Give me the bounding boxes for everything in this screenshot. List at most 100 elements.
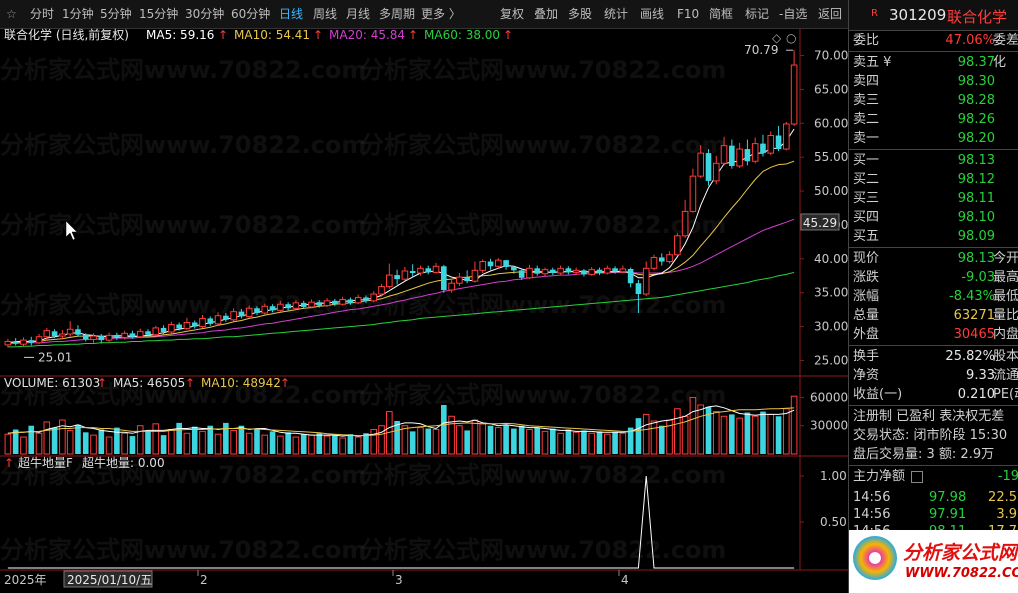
price-tick-label: 65.00 <box>814 82 848 96</box>
candle-body <box>168 324 175 333</box>
volume-bar <box>4 433 12 455</box>
tool-button-0[interactable]: 复权 <box>500 7 525 21</box>
candle-body <box>511 266 517 271</box>
candle-body <box>471 269 479 282</box>
period-tab-7[interactable]: 周线 <box>313 7 338 21</box>
watermark-layer: 分析家公式网www.70822.com 分析家公式网www.70822.com 分析… <box>0 56 726 564</box>
up-arrow-icon: ↑ <box>218 28 228 42</box>
quote-label: 涨跌 <box>853 270 880 285</box>
candle-body <box>308 301 315 308</box>
quote-label: 涨幅 <box>853 289 880 304</box>
volume-bar <box>261 434 269 455</box>
period-tab-0[interactable]: 分时 <box>30 7 55 21</box>
volume-bar <box>736 417 743 455</box>
volume-bar <box>230 429 237 455</box>
volume-bar <box>332 435 338 454</box>
candle-body <box>292 302 300 309</box>
tool-button-6[interactable]: 简框 <box>709 7 734 21</box>
volume-bar <box>308 434 315 455</box>
watermark-text: 分析家公式网www.70822.com <box>0 536 366 564</box>
candle-body <box>565 268 572 273</box>
tool-button-8[interactable]: -自选 <box>779 7 808 21</box>
tool-button-3[interactable]: 统计 <box>604 7 629 21</box>
watermark-text: 分析家公式网www.70822.com <box>360 381 726 409</box>
candle-body <box>300 302 307 307</box>
tool-button-2[interactable]: 多股 <box>568 7 593 21</box>
volume-legend-0: VOLUME: 61303 <box>4 376 100 390</box>
volume-legend-2: MA10: 48942 <box>201 376 281 390</box>
period-tab-1[interactable]: 1分钟 <box>62 7 94 21</box>
flow-label: 主力净额 <box>853 469 906 484</box>
volume-bar <box>627 427 634 454</box>
volume-bar <box>635 418 642 454</box>
candle-body <box>581 270 587 275</box>
candle-body <box>596 269 603 274</box>
volume-bar <box>441 404 447 454</box>
volume-bar <box>596 431 603 454</box>
volume-bar <box>790 395 798 455</box>
period-tab-3[interactable]: 15分钟 <box>139 7 179 21</box>
candle-body <box>82 334 89 340</box>
info-line-1: 交易状态: 闭市阶段 15:30 <box>849 426 1018 445</box>
candle-body <box>712 162 720 182</box>
period-tab-8[interactable]: 月线 <box>346 7 371 21</box>
volume-bar <box>207 425 214 454</box>
info-text: 盘后交易量: 3 额: 2.9万 <box>853 447 995 462</box>
month-label-2: 4 <box>621 573 629 587</box>
volume-bar <box>760 411 766 454</box>
candle-body <box>503 260 509 267</box>
tick-row-1: 14:56 97.91 3.9 <box>849 505 1018 524</box>
tool-button-4[interactable]: 画线 <box>640 7 665 21</box>
quote-label-2: 委差 <box>993 33 1018 48</box>
kline-chart[interactable]: 分析家公式网www.70822.com 分析家公式网www.70822.com 分析… <box>0 28 848 593</box>
tick-time: 14:56 <box>853 507 891 522</box>
ma-legend-0: MA5: 59.16 <box>146 28 214 42</box>
period-tab-5[interactable]: 60分钟 <box>231 7 271 21</box>
volume-bar <box>82 432 89 454</box>
quote-row-2: 涨幅 -8.43% 最低 <box>849 287 1018 306</box>
volume-bar <box>20 436 27 455</box>
candle-body <box>160 327 167 332</box>
tool-button-5[interactable]: F10 <box>677 7 700 21</box>
candle-body <box>612 268 618 272</box>
volume-bar <box>549 428 556 454</box>
volume-bar <box>534 427 541 454</box>
watermark-text: 分析家公式网www.70822.com <box>0 131 366 159</box>
period-tab-10[interactable]: 更多 〉 <box>421 7 461 21</box>
volume-bar <box>720 415 728 455</box>
candle-body <box>386 274 393 288</box>
period-tab-4[interactable]: 30分钟 <box>185 7 225 21</box>
candle-body <box>658 257 665 262</box>
period-tab-6[interactable]: 日线 <box>279 7 304 21</box>
volume-bar <box>581 430 587 454</box>
volume-bar <box>526 428 533 455</box>
volume-bar <box>152 423 160 455</box>
candle-body <box>627 268 634 284</box>
tool-button-7[interactable]: 标记 <box>745 7 770 21</box>
ma-legend-2: MA20: 45.84 <box>329 28 405 42</box>
volume-bar <box>136 425 144 455</box>
r-badge: R <box>871 8 878 19</box>
volume-legend-1: MA5: 46505 <box>113 376 185 390</box>
signal-line <box>7 475 795 569</box>
volume-bar <box>642 413 650 455</box>
candle-body <box>736 148 743 167</box>
volume-bar <box>269 431 276 454</box>
volume-bar <box>751 415 759 455</box>
watermark-text: 分析家公式网www.70822.com <box>0 211 366 239</box>
candle-body <box>261 305 269 314</box>
quote-label-2: 量比 <box>993 308 1018 323</box>
flow-dropdown-icon[interactable] <box>911 471 923 483</box>
price-tick-label: 60.00 <box>814 116 848 130</box>
favorite-star-icon[interactable]: ☆ <box>6 7 17 21</box>
price-tick-label: 50.00 <box>814 184 848 198</box>
period-tab-9[interactable]: 多周期 <box>379 7 416 21</box>
main-flow-row[interactable]: 主力净额 -19 <box>849 467 1018 486</box>
candle-body <box>230 311 237 321</box>
tool-button-9[interactable]: 返回 <box>818 7 843 21</box>
candle-body <box>332 300 338 305</box>
period-tab-2[interactable]: 5分钟 <box>100 7 132 21</box>
volume-bar <box>689 396 697 455</box>
tool-button-1[interactable]: 叠加 <box>534 7 559 21</box>
candle-body <box>526 267 533 279</box>
